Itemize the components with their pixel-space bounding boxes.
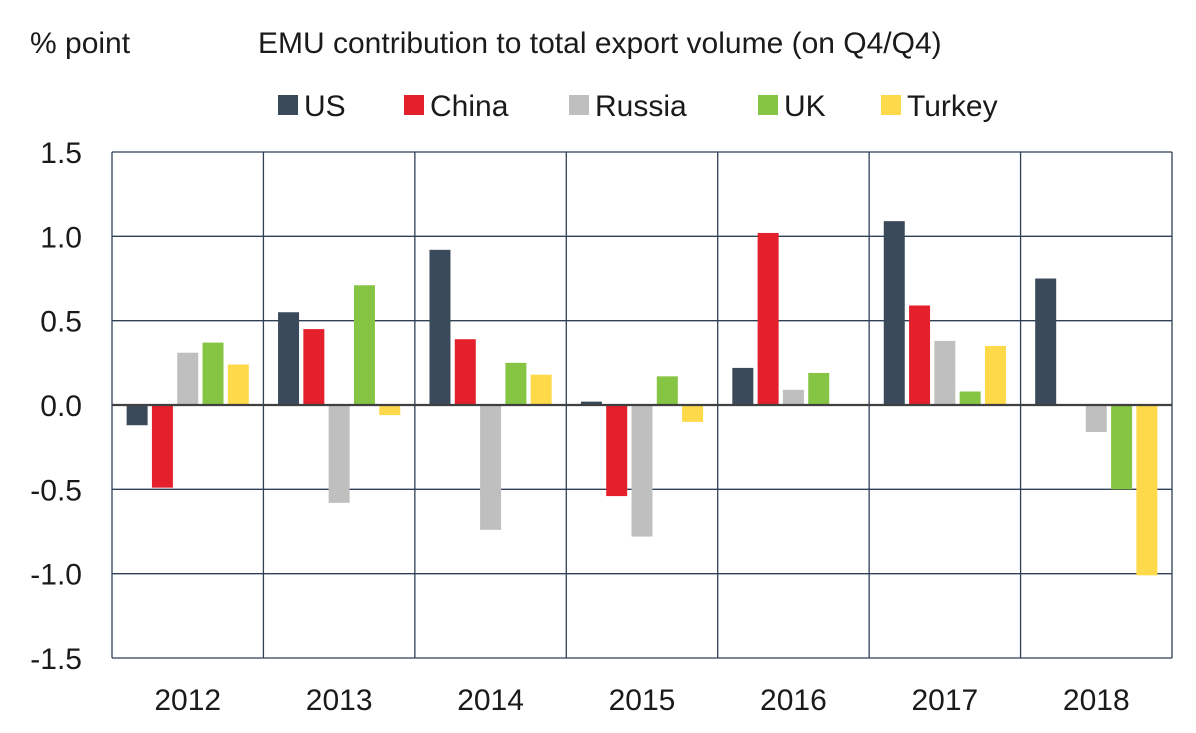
bar bbox=[177, 352, 199, 405]
bar bbox=[757, 232, 779, 405]
y-tick-label: -1.5 bbox=[30, 643, 82, 676]
bar bbox=[1111, 405, 1133, 490]
y-tick-label: 1.5 bbox=[40, 137, 82, 170]
bar bbox=[505, 362, 527, 405]
y-tick-label: -1.0 bbox=[30, 559, 82, 592]
y-tick-label: 1.0 bbox=[40, 221, 82, 254]
bar bbox=[126, 405, 148, 426]
bar bbox=[606, 405, 628, 497]
legend-swatch bbox=[278, 95, 298, 115]
legend-label: US bbox=[304, 90, 346, 123]
bar bbox=[328, 405, 350, 503]
bar bbox=[379, 405, 401, 416]
x-tick-label: 2012 bbox=[154, 684, 221, 717]
x-tick-label: 2015 bbox=[609, 684, 676, 717]
y-tick-label: 0.5 bbox=[40, 306, 82, 339]
bar bbox=[580, 401, 602, 405]
bar bbox=[278, 312, 300, 405]
bar bbox=[1136, 405, 1158, 576]
bar bbox=[1035, 278, 1057, 405]
bar bbox=[1085, 405, 1107, 432]
bar bbox=[429, 249, 451, 405]
bar bbox=[984, 345, 1006, 405]
legend-swatch bbox=[881, 95, 901, 115]
x-tick-label: 2017 bbox=[911, 684, 978, 717]
bar bbox=[353, 285, 375, 405]
bar bbox=[227, 364, 249, 405]
bar bbox=[151, 405, 173, 488]
legend-swatch bbox=[569, 95, 589, 115]
x-tick-label: 2016 bbox=[760, 684, 827, 717]
legend-label: Russia bbox=[595, 90, 687, 123]
legend-label: UK bbox=[784, 90, 826, 123]
legend-swatch bbox=[404, 95, 424, 115]
legend-swatch bbox=[758, 95, 778, 115]
bar bbox=[656, 376, 678, 405]
bar bbox=[909, 305, 931, 405]
bar bbox=[682, 405, 704, 422]
legend: US China Russia UK Turkey bbox=[278, 90, 998, 123]
bar bbox=[782, 389, 804, 405]
legend-label: China bbox=[430, 90, 509, 123]
x-tick-label: 2014 bbox=[457, 684, 524, 717]
bar bbox=[959, 391, 981, 405]
chart-title: EMU contribution to total export volume … bbox=[258, 27, 942, 60]
x-tick-label: 2018 bbox=[1063, 684, 1130, 717]
bar bbox=[883, 221, 905, 405]
x-tick-label: 2013 bbox=[306, 684, 373, 717]
legend-label: Turkey bbox=[907, 90, 998, 123]
tick-labels: 1.5 1.0 0.5 0.0 -0.5 -1.0 -1.5 2012 2013 2014 2015… bbox=[30, 137, 1129, 717]
y-tick-label: 0.0 bbox=[40, 390, 82, 423]
bar bbox=[732, 367, 754, 405]
y-tick-label: -0.5 bbox=[30, 474, 82, 507]
bar bbox=[631, 405, 653, 537]
bar bbox=[202, 342, 224, 405]
bar bbox=[303, 329, 325, 405]
bar bbox=[530, 374, 552, 405]
y-axis-label: % point bbox=[30, 27, 131, 60]
bar bbox=[808, 372, 830, 405]
bars bbox=[126, 221, 1158, 576]
bar bbox=[934, 340, 956, 405]
bar bbox=[480, 405, 502, 530]
bar bbox=[454, 339, 476, 405]
